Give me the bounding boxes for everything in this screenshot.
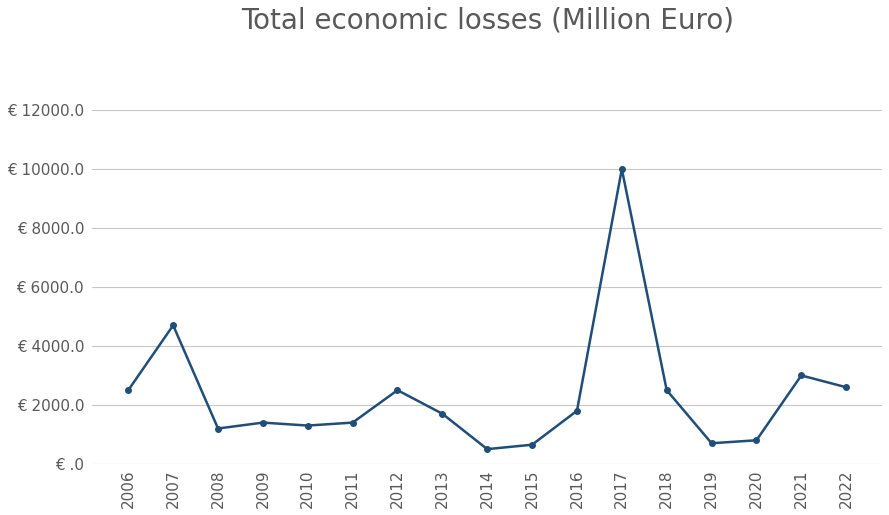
Title: Total economic losses (Million Euro): Total economic losses (Million Euro) [241,7,733,35]
